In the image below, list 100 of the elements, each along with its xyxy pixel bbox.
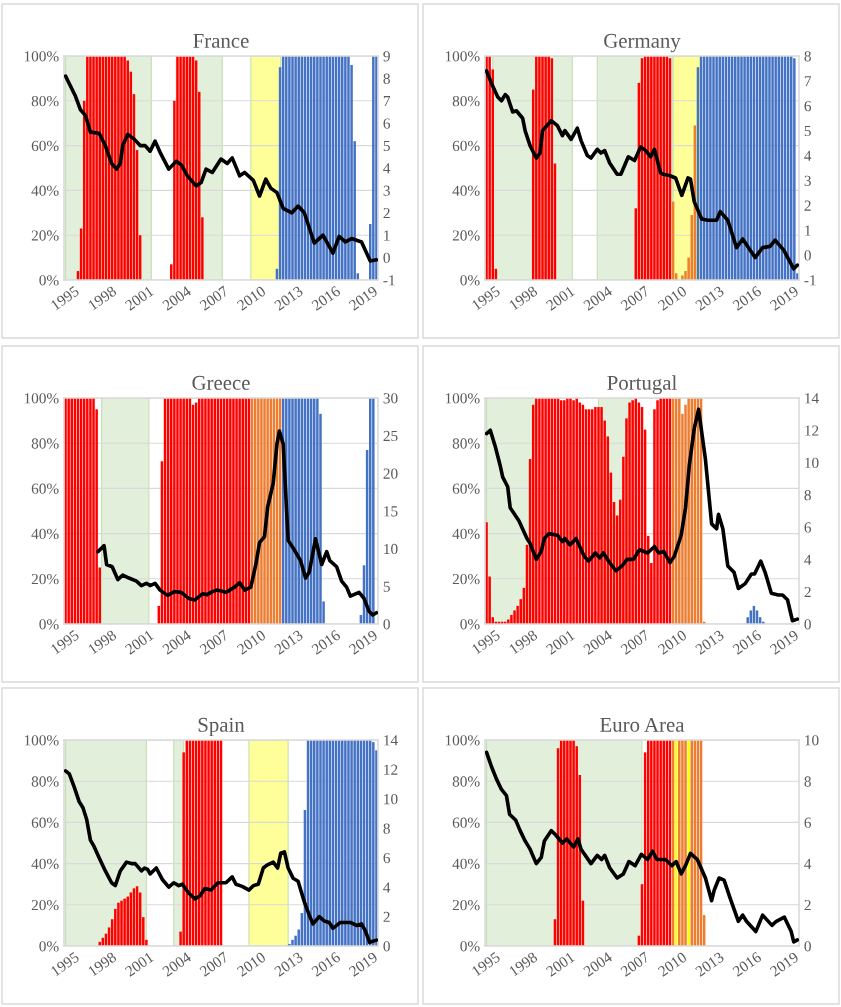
bar (313, 740, 316, 946)
bar (294, 398, 297, 624)
bar (86, 56, 89, 280)
x-tick-label: 2016 (311, 285, 342, 311)
x-tick-label: 2019 (769, 629, 800, 655)
bar (210, 398, 213, 624)
bar (204, 740, 207, 946)
bar (210, 740, 213, 946)
x-tick-label: 1995 (471, 951, 501, 977)
y2-tick-label: 2 (804, 586, 811, 598)
bar (86, 398, 89, 624)
y2-tick-label: 5 (804, 125, 811, 137)
bar (353, 740, 356, 946)
bar (774, 56, 777, 280)
bar (743, 56, 746, 280)
bar (746, 56, 749, 280)
bar (291, 398, 294, 624)
x-tick-label: 1995 (50, 951, 80, 977)
bar (325, 56, 328, 280)
bar (207, 398, 210, 624)
y2-tick-label: 2 (804, 200, 811, 211)
bar (768, 56, 771, 280)
bar (288, 56, 291, 280)
y-tick-label: 20% (31, 230, 59, 241)
x-tick-label: 2001 (545, 951, 576, 977)
x-tick-label: 2013 (273, 629, 304, 655)
bar (653, 740, 656, 946)
y2-tick-label: 10 (384, 794, 398, 805)
bar (92, 56, 95, 280)
bar (771, 56, 774, 280)
bar (569, 398, 572, 624)
x-tick-label: 2013 (273, 951, 304, 977)
bar (257, 398, 260, 624)
bar (114, 56, 117, 280)
y-tick-label: 40% (31, 858, 59, 870)
bar (547, 56, 550, 280)
bar (319, 56, 322, 280)
y-tick-label: 100% (445, 735, 480, 746)
x-tick-label: 1995 (50, 285, 80, 311)
bar (179, 398, 182, 624)
x-tick-label: 2004 (161, 951, 192, 977)
y2-tick-label: 6 (804, 522, 812, 533)
bar (313, 56, 316, 280)
bar (681, 740, 684, 946)
x-tick-label: 2016 (732, 285, 763, 311)
bar (89, 56, 92, 280)
bar (316, 398, 319, 624)
x-tick-label: 2019 (348, 285, 379, 311)
bar (347, 56, 350, 280)
bar (92, 398, 95, 624)
y-tick-label: 0% (460, 941, 480, 952)
y2-tick-label: 14 (805, 393, 819, 404)
y-tick-label: 100% (24, 393, 59, 404)
x-tick-label: 2013 (273, 285, 304, 311)
bar (650, 56, 653, 280)
x-tick-label: 2001 (545, 629, 576, 655)
y2-tick-label: 6 (383, 852, 391, 864)
bar (117, 902, 120, 946)
y-tick-label: 40% (452, 528, 480, 540)
bar (563, 740, 566, 946)
bar (544, 398, 547, 624)
bar (297, 56, 300, 280)
bar (316, 56, 319, 280)
y2-tick-label: 2 (383, 911, 390, 922)
bar (291, 56, 294, 280)
y2-tick-label: 6 (383, 118, 391, 129)
y2-tick-label: 0 (804, 941, 811, 952)
x-tick-label: 2019 (348, 951, 379, 977)
bar (712, 56, 715, 280)
x-tick-label: 2004 (161, 629, 192, 655)
bar (628, 402, 631, 624)
bar (718, 56, 721, 280)
y-tick-label: 80% (452, 776, 480, 787)
x-tick-label: 2010 (236, 285, 267, 311)
chart-title: France (193, 34, 249, 48)
y2-tick-label: 20 (383, 468, 398, 479)
bar (737, 56, 740, 280)
y-tick-label: 80% (31, 776, 59, 787)
x-tick-label: 1998 (87, 951, 118, 977)
bar (269, 398, 272, 624)
bar (597, 407, 600, 624)
y2-tick-label: 5 (383, 581, 390, 592)
x-tick-label: 2010 (657, 285, 688, 311)
y2-tick-label: 8 (804, 51, 811, 62)
x-tick-label: 1995 (471, 629, 501, 655)
y2-tick-label: 8 (383, 73, 390, 84)
y-tick-label: 0% (39, 619, 59, 630)
bar (173, 398, 176, 624)
bar (709, 56, 712, 280)
y2-tick-label: 2 (383, 207, 390, 219)
line-series (96, 429, 378, 617)
y-tick-label: 80% (31, 95, 59, 107)
y-tick-label: 0% (460, 275, 480, 286)
y-tick-label: 60% (31, 483, 59, 494)
x-tick-label: 2010 (236, 629, 267, 655)
bar (350, 740, 353, 946)
x-tick-label: 2016 (311, 951, 342, 977)
y2-tick-label: 4 (804, 858, 812, 869)
y2-tick-label: -1 (383, 275, 395, 286)
x-tick-label: 2010 (657, 951, 688, 977)
